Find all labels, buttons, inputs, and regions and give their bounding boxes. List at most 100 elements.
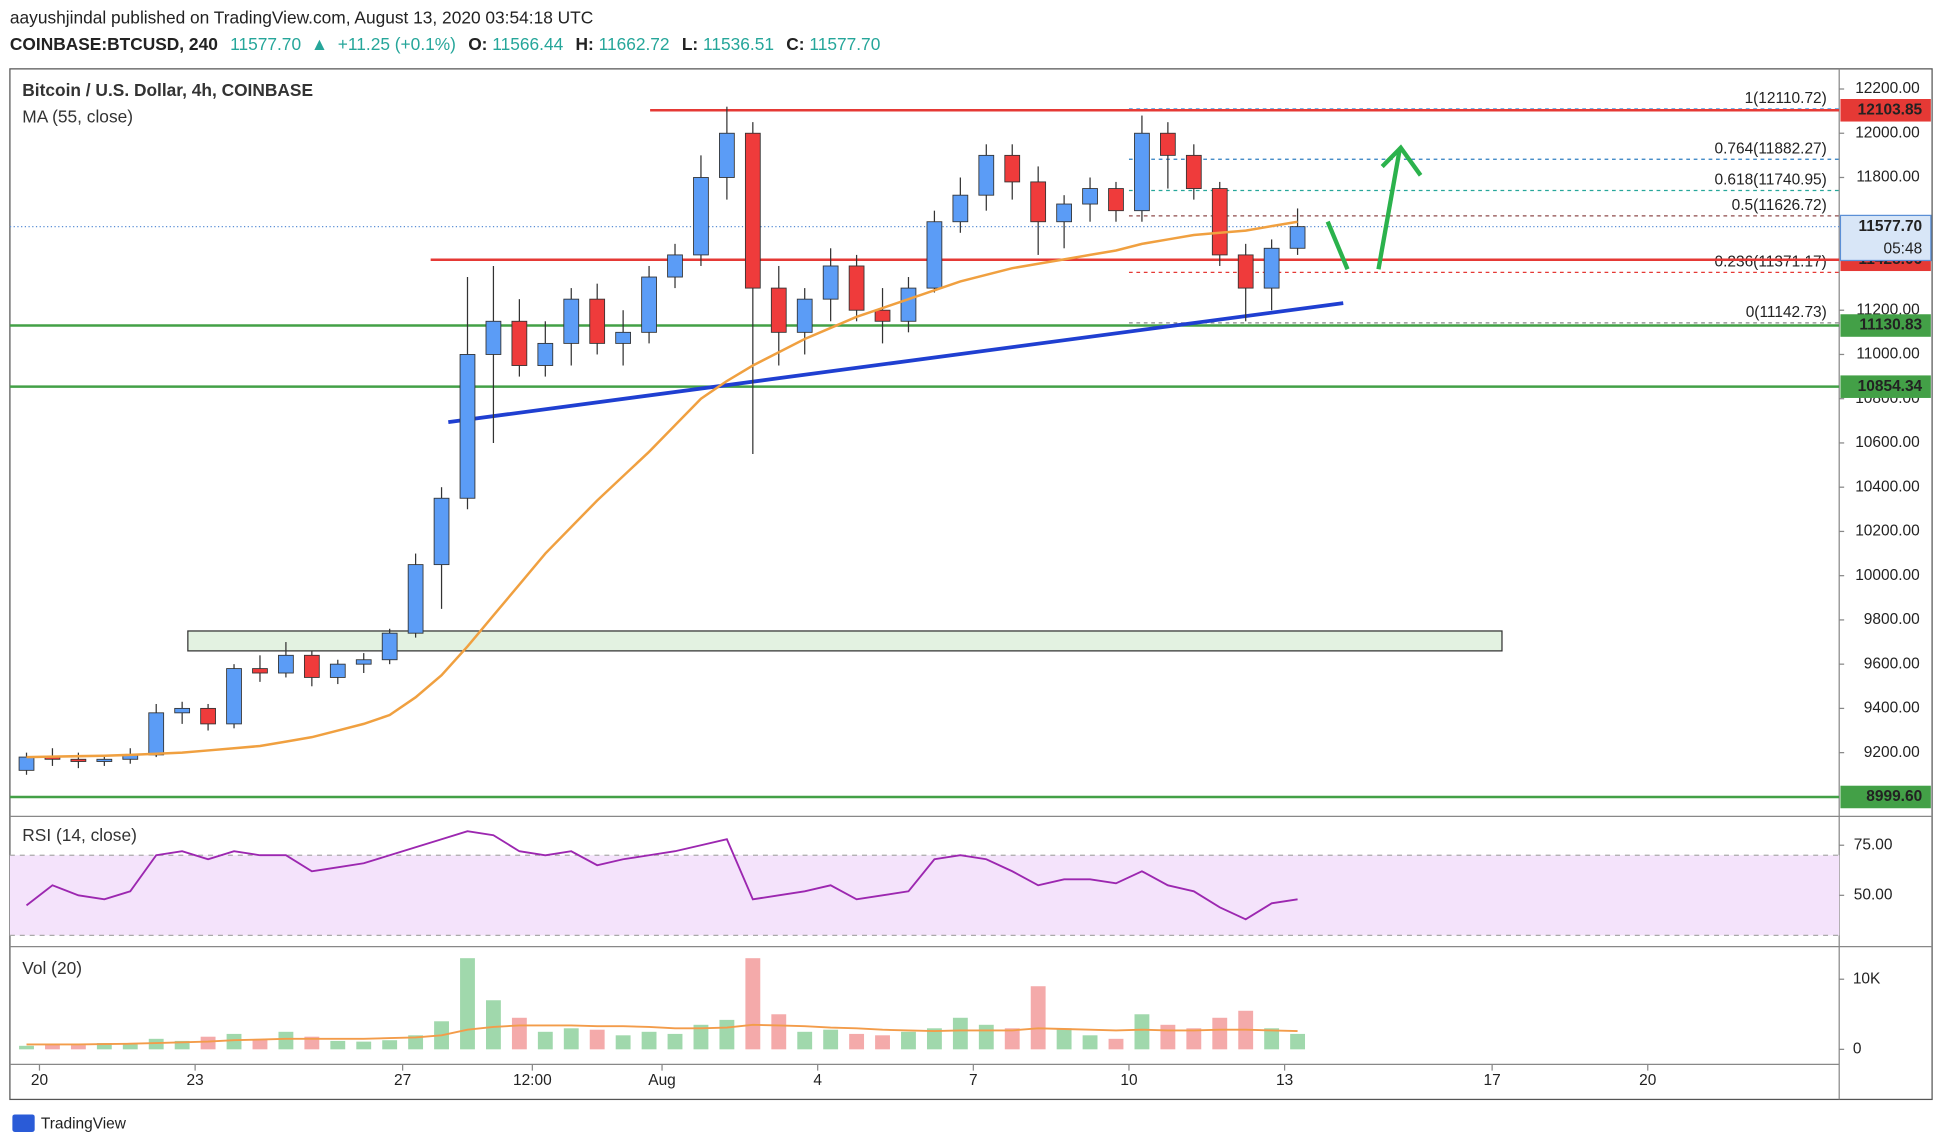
x-tick-label: 23 <box>187 1072 204 1089</box>
volume-bar <box>382 1040 398 1050</box>
volume-bar <box>1134 1014 1150 1050</box>
volume-tick-label: 10K <box>1853 970 1881 987</box>
candle-body <box>485 320 502 355</box>
x-tick-label: 27 <box>394 1072 411 1089</box>
y-tick-label: 11000.00 <box>1856 346 1920 363</box>
last-price: 11577.70 <box>230 34 301 54</box>
fib-label: 0.5(11626.72) <box>1732 197 1827 214</box>
o-label: O: <box>468 34 487 54</box>
h-label: H: <box>576 34 594 54</box>
rsi-band <box>9 855 1840 936</box>
candle-body <box>355 659 372 665</box>
x-tick-label: 17 <box>1484 1072 1501 1089</box>
plot: Bitcoin / U.S. Dollar, 4h, COINBASE MA (5… <box>9 80 1932 1089</box>
volume-bar <box>511 1017 527 1050</box>
quote-line: COINBASE:BTCUSD, 240 11577.70 ▲ +11.25 (… <box>10 34 881 54</box>
volume-bar <box>797 1031 813 1050</box>
y-tick-label: 10600.00 <box>1855 434 1920 451</box>
volume-bar <box>745 958 761 1050</box>
fib-label: 1(12110.72) <box>1745 90 1827 107</box>
candle-body <box>822 265 839 300</box>
candle-body <box>926 221 943 289</box>
candle-body <box>1237 254 1254 289</box>
volume-bar <box>615 1035 631 1050</box>
l-label: L: <box>682 34 698 54</box>
candle-body <box>1185 154 1202 189</box>
level-tag-label: 11130.83 <box>1859 317 1922 334</box>
volume-bar <box>823 1029 839 1050</box>
candle-body <box>744 132 761 289</box>
x-tick-label: 4 <box>813 1072 822 1089</box>
candle-body <box>848 265 865 311</box>
volume-bar <box>719 1019 735 1050</box>
volume-bar <box>330 1040 346 1050</box>
candle-body <box>226 668 242 725</box>
x-tick-label: 20 <box>31 1072 49 1089</box>
x-tick-label: 10 <box>1120 1072 1138 1089</box>
candle-body <box>433 497 450 566</box>
fib-label: 0(11142.73) <box>1746 304 1827 321</box>
candle-body <box>978 154 995 196</box>
volume-bar <box>1186 1028 1202 1050</box>
trendline <box>448 301 1344 425</box>
x-tick-label: Aug <box>648 1072 676 1089</box>
volume-bar <box>96 1043 112 1050</box>
rsi-line <box>25 830 1298 921</box>
candle-body <box>407 564 424 634</box>
y-tick-label: 11800.00 <box>1856 169 1920 186</box>
volume-bar <box>1160 1024 1176 1050</box>
x-tick-label: 13 <box>1276 1072 1293 1089</box>
ma-legend: MA (55, close) <box>22 106 133 126</box>
volume-legend: Vol (20) <box>22 958 82 978</box>
candle-body <box>537 342 554 366</box>
candle-body <box>174 707 191 714</box>
candle-body <box>511 320 528 366</box>
volume-bar <box>901 1031 916 1050</box>
volume-bar <box>45 1043 60 1050</box>
volume-bar <box>849 1033 865 1050</box>
level-tag <box>1840 314 1931 337</box>
fib-label: 0.618(11740.95) <box>1714 172 1826 189</box>
candle-body <box>563 298 580 344</box>
fib-label: 0.764(11882.27) <box>1714 140 1826 157</box>
volume-bar <box>952 1017 968 1050</box>
c-label: C: <box>786 34 804 54</box>
current-price-label: 11577.70 <box>1859 218 1923 235</box>
volume-bar <box>226 1033 242 1050</box>
level-tag <box>1840 375 1931 398</box>
y-tick-label: 9800.00 <box>1864 611 1920 628</box>
candle-body <box>1211 188 1228 256</box>
candle-body <box>796 298 813 333</box>
candle-body <box>900 287 917 322</box>
volume-bar <box>304 1036 320 1050</box>
brand: TradingView <box>41 1116 127 1133</box>
volume-bar <box>1290 1033 1306 1050</box>
candle-body <box>615 331 631 344</box>
volume-bar <box>1030 986 1046 1050</box>
y-tick-label: 10400.00 <box>1855 478 1920 495</box>
volume-bar <box>693 1024 709 1050</box>
volume-bar <box>978 1024 994 1050</box>
candle-body <box>303 654 320 678</box>
volume-bar <box>1212 1017 1228 1050</box>
symbol: COINBASE:BTCUSD, 240 <box>10 34 218 54</box>
candle-body <box>952 194 969 223</box>
brand-icon <box>12 1114 35 1132</box>
volume-bar <box>875 1035 890 1050</box>
volume-bar <box>1004 1028 1020 1050</box>
candle-body <box>1160 132 1176 156</box>
rsi-legend: RSI (14, close) <box>22 825 137 845</box>
fib-label: 0.236(11371.17) <box>1714 253 1826 270</box>
candle-body <box>252 668 268 674</box>
candle-body <box>1134 132 1150 212</box>
volume-bar <box>926 1028 942 1050</box>
current-price-tag <box>1839 214 1932 262</box>
candle-body <box>96 758 113 762</box>
y-tick-label: 9400.00 <box>1864 699 1920 716</box>
rsi-tick-label: 75.00 <box>1854 836 1893 853</box>
candle-body <box>1082 188 1098 205</box>
y-tick-label: 10000.00 <box>1855 567 1920 584</box>
candle-body <box>200 707 216 725</box>
candle-body <box>18 756 35 771</box>
